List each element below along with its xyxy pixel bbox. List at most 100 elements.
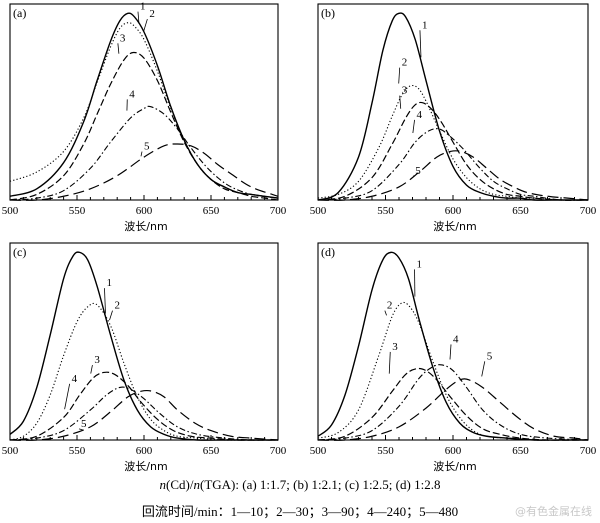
curve-label-1: 1 [106,277,112,289]
curve-leader-line [78,428,83,431]
x-axis-label: 波长/nm [433,460,476,473]
curve-leader-line [388,351,391,374]
x-tick-label: 600 [136,205,153,217]
curve-label-3: 3 [120,32,126,44]
plot-frame [317,3,589,201]
curve-label-5: 5 [487,350,493,362]
series-line-3 [317,101,589,201]
curve-leader-line [399,95,402,109]
series-line-2 [9,22,279,199]
x-tick-label: 700 [580,205,597,217]
series-line-5 [9,143,279,201]
panel-2: 500 550 600 650 700 波长/nm (b) 1 2 34 5 [310,3,597,233]
curve-label-4: 4 [453,333,459,345]
curve-leader-line [64,383,71,410]
plot-frame [9,242,279,441]
series-line-5 [317,150,589,201]
series-line-4 [9,386,279,441]
curve-leader-line [140,151,143,157]
x-tick-label: 650 [203,445,220,457]
curve-label-2: 2 [115,300,121,312]
series-line-2 [317,301,588,441]
caption-n-1: n [159,477,167,492]
series-line-4 [317,128,589,201]
series-line-1 [9,12,279,199]
curve-leader-line [419,30,422,58]
x-axis-label: 波长/nm [124,460,167,473]
curve-label-3: 3 [402,85,408,97]
series-line-3 [317,367,589,441]
panel-4: 500 550 600 650 700 波长/nm (d) 1 2 3 4 5 [310,242,597,473]
curve-label-5: 5 [144,141,150,153]
x-tick-label: 650 [512,445,529,457]
x-tick-label: 500 [310,445,327,457]
curve-label-1: 1 [422,19,428,31]
series-line-4 [317,364,589,441]
curve-leader-line [137,11,140,24]
curve-leader-line [412,119,415,134]
curve-leader-line [117,43,120,54]
curve-leader-line [449,344,452,360]
series-line-5 [317,378,589,441]
curve-leader-line [398,67,401,84]
curve-label-5: 5 [81,418,87,430]
series-line-3 [9,371,279,441]
x-tick-label: 550 [377,205,394,217]
curve-leader-line [90,364,93,374]
series-line-2 [317,84,589,201]
series-line-1 [317,251,588,441]
curve-leader-line [384,310,387,316]
curve-label-1: 1 [417,258,423,270]
panel-1: 500 550 600 650 700 波长/nm (a) 12 3 4 5 [2,1,287,233]
caption-reflux-time: 回流时间/min：1—10；2—30；3—90；4—240；5—480 [141,504,459,519]
x-tick-label: 550 [69,205,86,217]
curve-leader-line [481,361,486,377]
caption-ratio: n(Cd)/n(TGA): (a) 1:1.7; (b) 1:2.1; (c) … [0,477,600,493]
x-tick-label: 600 [445,445,462,457]
x-tick-label: 550 [377,445,394,457]
curve-label-3: 3 [392,341,398,353]
x-tick-label: 700 [580,445,597,457]
caption-ratio-values: (TGA): (a) 1:1.7; (b) 1:2.1; (c) 1:2.5; … [200,477,441,492]
curve-leader-line [104,288,106,314]
curve-label-3: 3 [94,354,100,366]
x-tick-label: 500 [2,445,19,457]
x-tick-label: 600 [136,445,153,457]
series-line-5 [9,389,279,441]
panel-3: 500 550 600 650 700 波长/nm (c) 12 3 4 5 [2,242,287,473]
curve-leader-line [143,18,148,32]
watermark: @有色金属在线 [515,505,592,518]
curve-label-2: 2 [402,57,408,69]
x-tick-label: 700 [270,445,287,457]
series-line-1 [317,12,588,201]
x-tick-label: 500 [2,205,19,217]
caption-n-2: n [193,477,201,492]
x-axis-label: 波长/nm [124,220,167,233]
caption-cd: (Cd)/ [166,477,194,492]
curve-label-2: 2 [149,8,155,20]
series-line-4 [9,105,279,201]
curve-label-4: 4 [417,109,423,121]
x-axis-label: 波长/nm [433,220,476,233]
x-tick-label: 650 [512,205,529,217]
series-line-1 [9,251,278,441]
x-tick-label: 650 [203,205,220,217]
curve-label-5: 5 [415,165,421,177]
x-tick-label: 550 [69,445,86,457]
panel-label: (c) [13,245,26,259]
x-tick-label: 600 [445,205,462,217]
curve-label-4: 4 [129,88,135,100]
panel-label: (b) [321,6,335,20]
curve-label-4: 4 [72,373,78,385]
curve-label-2: 2 [387,300,393,312]
panel-label: (a) [13,6,26,20]
x-tick-label: 700 [270,205,287,217]
x-tick-label: 500 [310,205,327,217]
series-line-2 [9,302,278,441]
curve-leader-line [109,310,113,321]
series-line-3 [9,51,279,201]
curve-label-1: 1 [140,1,146,13]
panel-label: (d) [321,245,335,259]
